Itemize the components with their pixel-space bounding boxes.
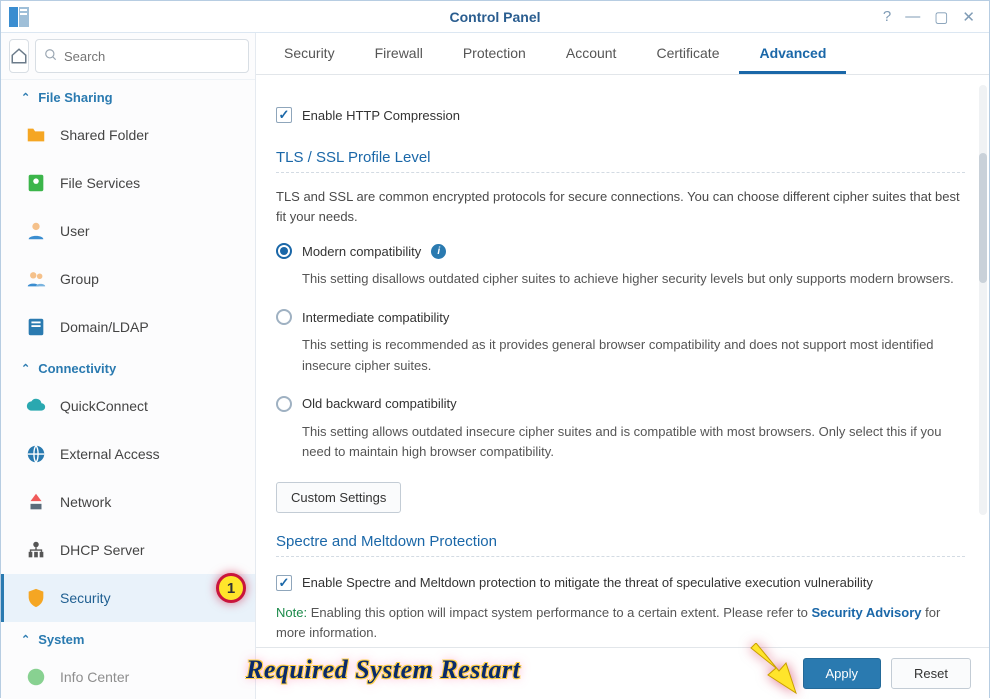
folder-icon bbox=[24, 123, 48, 147]
sidebar: ⌃ File Sharing Shared Folder File Servic… bbox=[1, 33, 256, 699]
content-panel: Security Firewall Protection Account Cer… bbox=[256, 33, 989, 699]
section-connectivity[interactable]: ⌃ Connectivity bbox=[1, 351, 255, 382]
sidebar-item-dhcp-server[interactable]: DHCP Server bbox=[1, 526, 255, 574]
tab-bar: Security Firewall Protection Account Cer… bbox=[256, 33, 989, 75]
file-services-icon bbox=[24, 171, 48, 195]
sidebar-item-label: Network bbox=[60, 494, 111, 510]
custom-settings-button[interactable]: Custom Settings bbox=[276, 482, 401, 513]
directory-icon bbox=[24, 315, 48, 339]
sidebar-item-label: Domain/LDAP bbox=[60, 319, 149, 335]
info-icon bbox=[24, 665, 48, 689]
section-system[interactable]: ⌃ System bbox=[1, 622, 255, 653]
reset-button[interactable]: Reset bbox=[891, 658, 971, 689]
sidebar-item-label: User bbox=[60, 223, 90, 239]
search-input[interactable] bbox=[64, 49, 240, 64]
sidebar-item-label: QuickConnect bbox=[60, 398, 148, 414]
sidebar-item-label: Info Center bbox=[60, 669, 129, 685]
sidebar-item-user[interactable]: User bbox=[1, 207, 255, 255]
radio-unselected-icon[interactable] bbox=[276, 396, 292, 412]
control-panel-icon bbox=[5, 3, 33, 31]
search-icon bbox=[44, 48, 58, 65]
tls-section-title: TLS / SSL Profile Level bbox=[276, 129, 965, 168]
window-titlebar: Control Panel ? — ▢ ✕ bbox=[1, 1, 989, 33]
sidebar-item-info-center[interactable]: Info Center bbox=[1, 653, 255, 699]
chevron-up-icon: ⌃ bbox=[21, 362, 30, 375]
home-button[interactable] bbox=[9, 39, 29, 73]
cloud-icon bbox=[24, 394, 48, 418]
scrollbar-track bbox=[979, 85, 987, 515]
group-icon bbox=[24, 267, 48, 291]
sidebar-item-label: External Access bbox=[60, 446, 160, 462]
minimize-icon[interactable]: — bbox=[905, 8, 920, 26]
sidebar-item-label: Group bbox=[60, 271, 99, 287]
spectre-note: Note: Enabling this option will impact s… bbox=[276, 597, 965, 643]
dhcp-icon bbox=[24, 538, 48, 562]
sidebar-item-external-access[interactable]: External Access bbox=[1, 430, 255, 478]
radio-old-desc: This setting allows outdated insecure ci… bbox=[276, 418, 965, 476]
tab-certificate[interactable]: Certificate bbox=[636, 35, 739, 74]
sidebar-item-group[interactable]: Group bbox=[1, 255, 255, 303]
sidebar-item-label: File Services bbox=[60, 175, 140, 191]
checkbox-label: Enable Spectre and Meltdown protection t… bbox=[302, 575, 873, 590]
http-compression-row[interactable]: ✓ Enable HTTP Compression bbox=[276, 101, 965, 129]
chevron-up-icon: ⌃ bbox=[21, 91, 30, 104]
section-divider bbox=[276, 556, 965, 557]
radio-intermediate[interactable]: Intermediate compatibility bbox=[276, 303, 965, 331]
radio-selected-icon[interactable] bbox=[276, 243, 292, 259]
checkbox-checked-icon[interactable]: ✓ bbox=[276, 575, 292, 591]
radio-unselected-icon[interactable] bbox=[276, 309, 292, 325]
search-input-wrap[interactable] bbox=[35, 39, 249, 73]
content-scroll: ✓ Enable HTTP Compression TLS / SSL Prof… bbox=[256, 75, 989, 699]
sidebar-nav: ⌃ File Sharing Shared Folder File Servic… bbox=[1, 80, 255, 699]
tab-account[interactable]: Account bbox=[546, 35, 637, 74]
checkbox-label: Enable HTTP Compression bbox=[302, 108, 460, 123]
radio-label: Intermediate compatibility bbox=[302, 310, 449, 325]
spectre-section-title: Spectre and Meltdown Protection bbox=[276, 513, 965, 552]
tab-firewall[interactable]: Firewall bbox=[355, 35, 443, 74]
section-divider bbox=[276, 172, 965, 173]
radio-modern-desc: This setting disallows outdated cipher s… bbox=[276, 265, 965, 303]
sidebar-item-shared-folder[interactable]: Shared Folder bbox=[1, 111, 255, 159]
globe-icon bbox=[24, 442, 48, 466]
maximize-icon[interactable]: ▢ bbox=[934, 8, 948, 26]
annotation-restart-text: Required System Restart bbox=[246, 655, 520, 685]
sidebar-item-domain-ldap[interactable]: Domain/LDAP bbox=[1, 303, 255, 351]
radio-label: Modern compatibility bbox=[302, 244, 421, 259]
help-icon[interactable]: ? bbox=[883, 8, 891, 26]
tab-protection[interactable]: Protection bbox=[443, 35, 546, 74]
scrollbar-thumb[interactable] bbox=[979, 153, 987, 283]
annotation-badge-1: 1 bbox=[216, 573, 246, 603]
section-file-sharing[interactable]: ⌃ File Sharing bbox=[1, 80, 255, 111]
spectre-checkbox-row[interactable]: ✓ Enable Spectre and Meltdown protection… bbox=[276, 569, 965, 597]
network-icon bbox=[24, 490, 48, 514]
shield-icon bbox=[24, 586, 48, 610]
note-label: Note: bbox=[276, 605, 307, 620]
chevron-up-icon: ⌃ bbox=[21, 633, 30, 646]
sidebar-item-quickconnect[interactable]: QuickConnect bbox=[1, 382, 255, 430]
user-icon bbox=[24, 219, 48, 243]
sidebar-item-file-services[interactable]: File Services bbox=[1, 159, 255, 207]
sidebar-item-label: DHCP Server bbox=[60, 542, 145, 558]
info-icon[interactable]: i bbox=[431, 244, 446, 259]
sidebar-item-label: Security bbox=[60, 590, 111, 606]
radio-intermediate-desc: This setting is recommended as it provid… bbox=[276, 331, 965, 389]
security-advisory-link[interactable]: Security Advisory bbox=[811, 605, 921, 620]
annotation-arrow-icon bbox=[746, 643, 806, 698]
radio-label: Old backward compatibility bbox=[302, 396, 457, 411]
close-icon[interactable]: ✕ bbox=[962, 8, 975, 26]
note-text: Enabling this option will impact system … bbox=[307, 605, 811, 620]
radio-modern[interactable]: Modern compatibility i bbox=[276, 237, 965, 265]
apply-button[interactable]: Apply bbox=[803, 658, 882, 689]
tls-description: TLS and SSL are common encrypted protoco… bbox=[276, 185, 965, 237]
window-title: Control Panel bbox=[449, 9, 540, 25]
tab-advanced[interactable]: Advanced bbox=[739, 35, 846, 74]
tab-security[interactable]: Security bbox=[264, 35, 355, 74]
radio-old[interactable]: Old backward compatibility bbox=[276, 390, 965, 418]
checkbox-checked-icon[interactable]: ✓ bbox=[276, 107, 292, 123]
sidebar-item-label: Shared Folder bbox=[60, 127, 149, 143]
sidebar-item-network[interactable]: Network bbox=[1, 478, 255, 526]
